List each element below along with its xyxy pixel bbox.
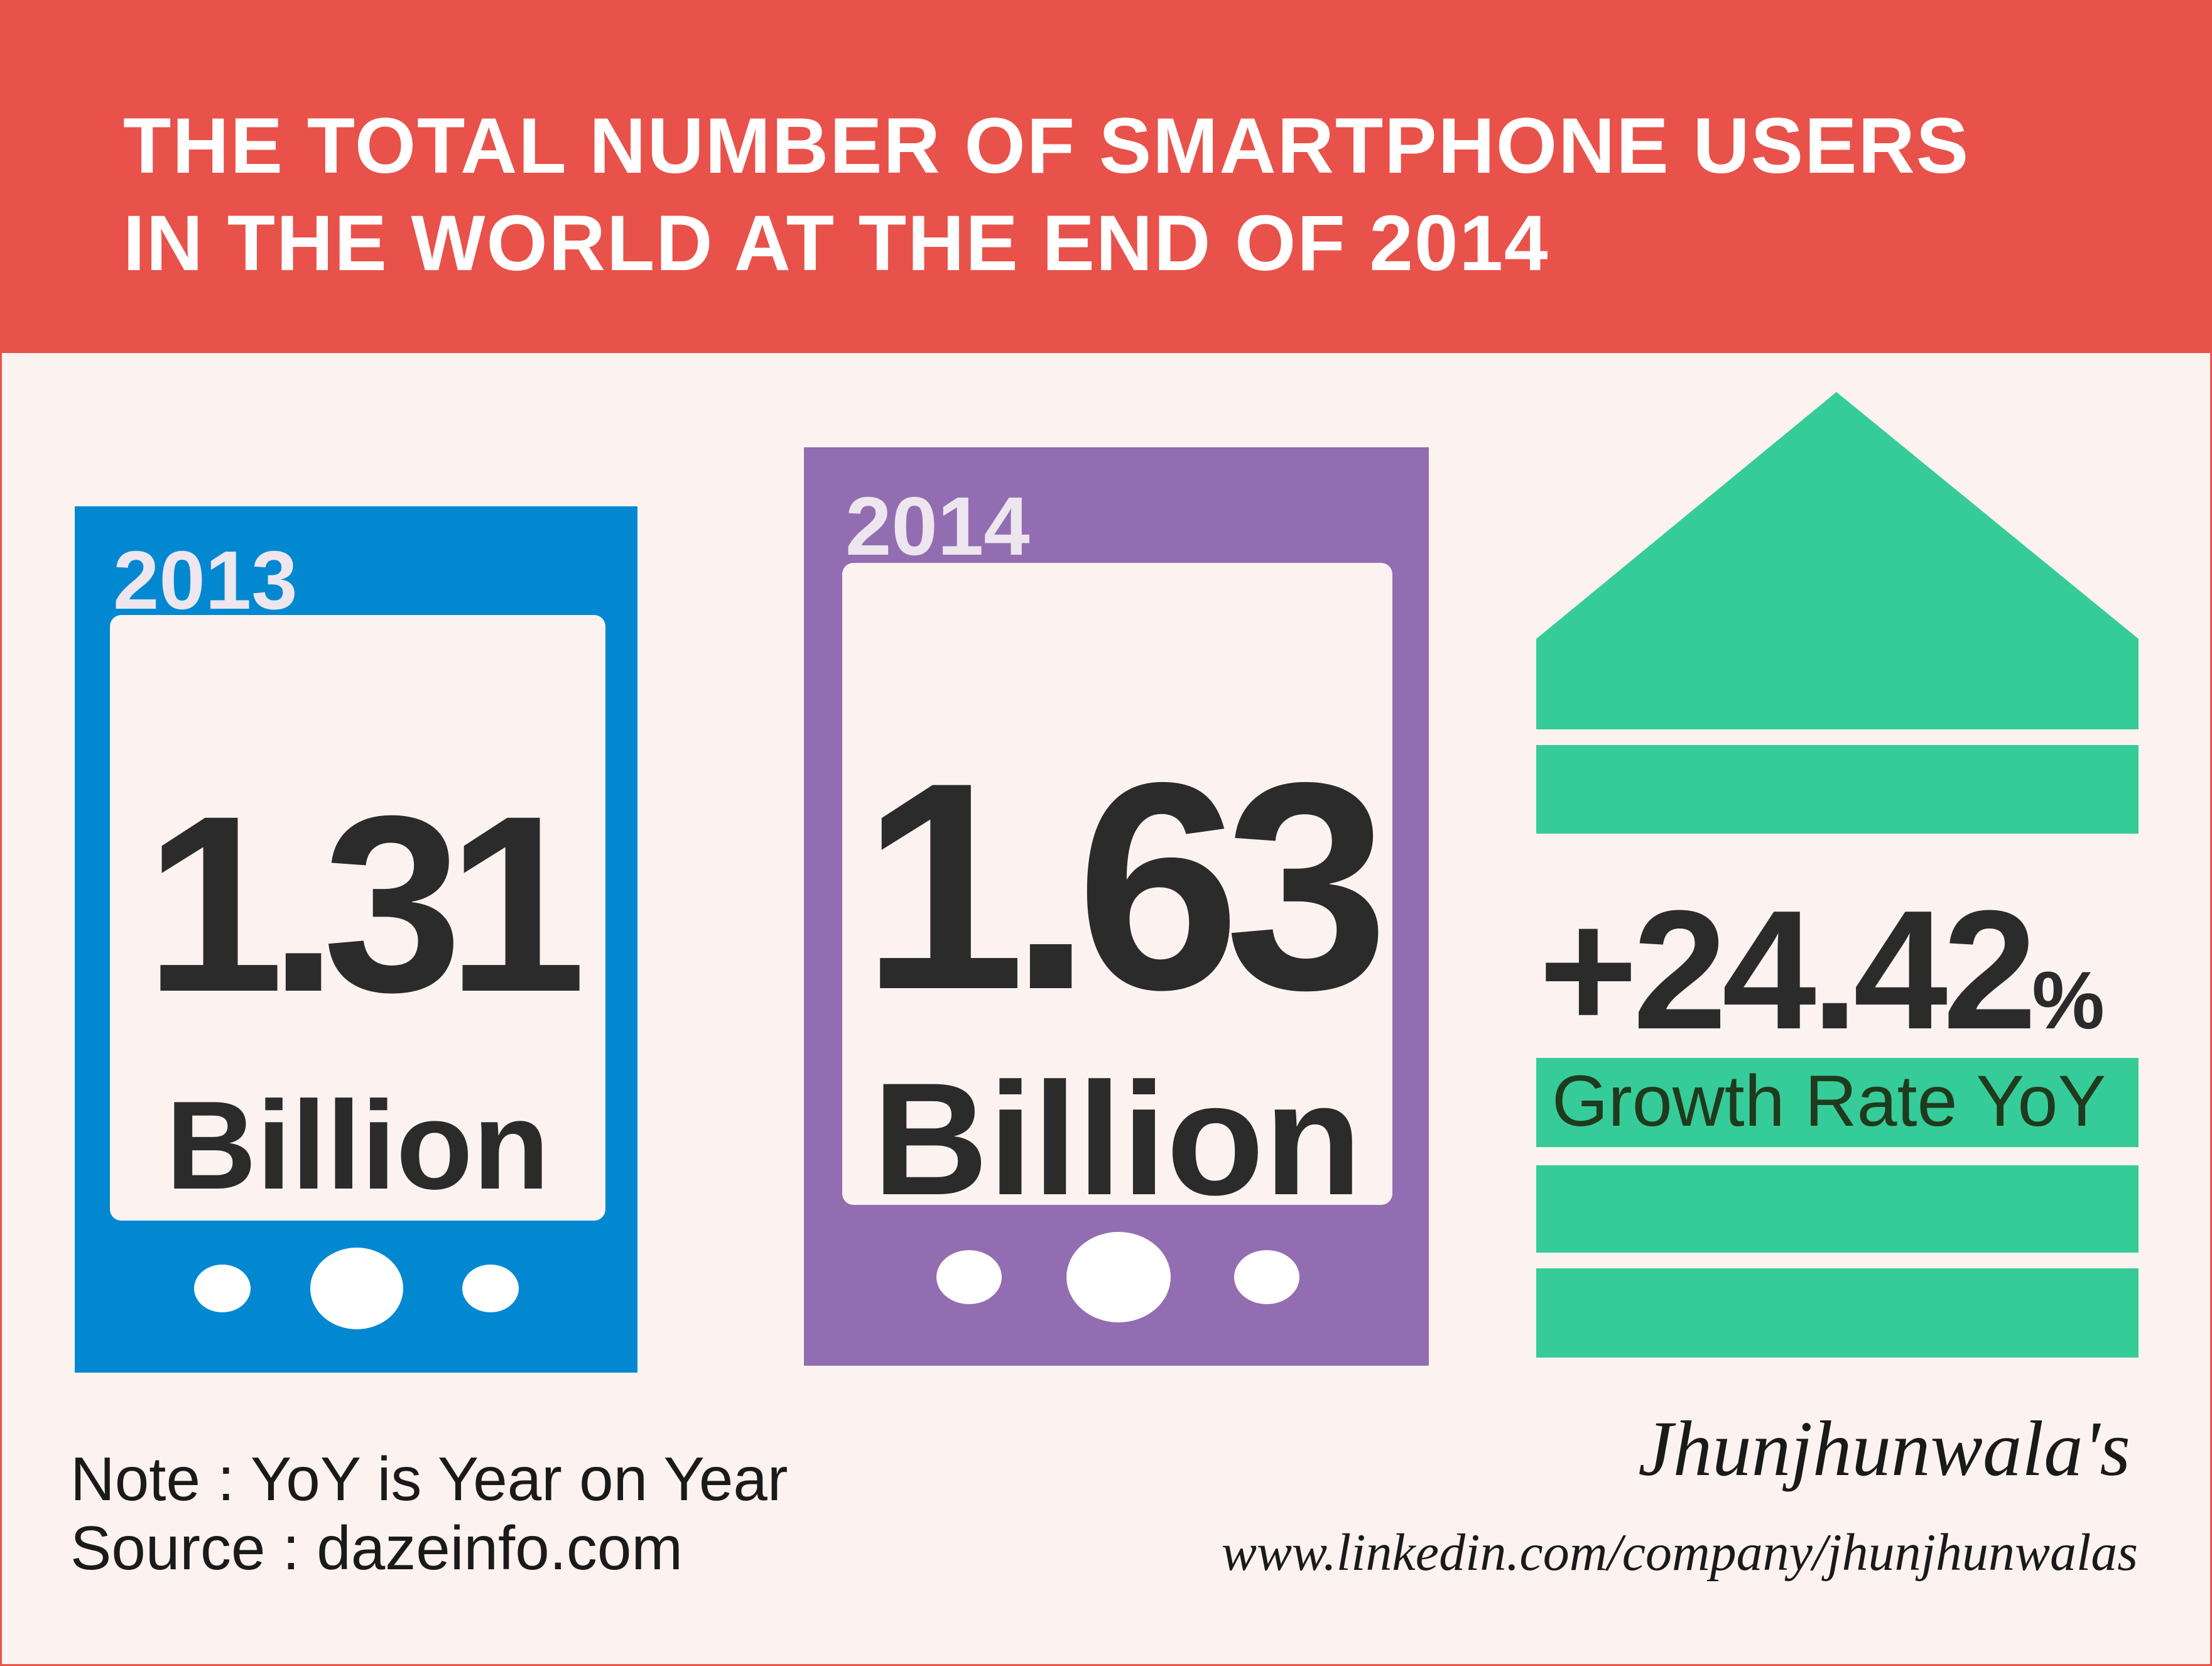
users-unit: Billion: [872, 1050, 1362, 1229]
arrow-head: [1536, 392, 2139, 729]
phone-2014: 2014 1.63 Billion: [804, 447, 1429, 1366]
note-text: Note : YoY is Year on Year: [70, 1444, 788, 1513]
title-line-1: THE TOTAL NUMBER OF SMARTPHONE USERS: [123, 102, 1970, 190]
phone-screen: 1.31 Billion: [110, 615, 605, 1221]
phone-screen: 1.63 Billion: [842, 563, 1392, 1219]
users-unit: Billion: [165, 1075, 550, 1216]
growth-bar: [1536, 1165, 2139, 1253]
phone-button-icon: [194, 1265, 251, 1312]
phone-button-icon: [1234, 1250, 1299, 1304]
brand-signature: Jhunjhunwala's: [1638, 1406, 2130, 1493]
phone-button-icon: [1066, 1232, 1171, 1322]
percent-sign: %: [2032, 954, 2105, 1046]
growth-label: Growth Rate YoY: [1552, 1061, 2106, 1141]
brand-url: www.linkedin.com/company/jhunjhunwalas: [1221, 1523, 2138, 1582]
phone-button-icon: [310, 1248, 403, 1329]
phone-button-icon: [936, 1250, 1002, 1304]
source-text: Source : dazeinfo.com: [70, 1513, 683, 1582]
growth-value: +24.42%: [1539, 886, 2179, 1055]
header-banner: THE TOTAL NUMBER OF SMARTPHONE USERS IN …: [0, 0, 2212, 353]
growth-bar: [1536, 1268, 2139, 1358]
users-value: 1.63: [861, 721, 1389, 1051]
phone-2013: 2013 1.31 Billion: [75, 506, 637, 1373]
phone-button-icon: [462, 1265, 519, 1312]
year-label: 2014: [845, 480, 1030, 572]
title-line-2: IN THE WORLD AT THE END OF 2014: [123, 200, 1549, 287]
users-value: 1.31: [144, 763, 587, 1044]
growth-label-bar: Growth Rate YoY: [1536, 1058, 2139, 1147]
year-label: 2013: [113, 534, 298, 626]
growth-number: +24.42: [1539, 876, 2037, 1065]
growth-bar: [1536, 745, 2139, 834]
